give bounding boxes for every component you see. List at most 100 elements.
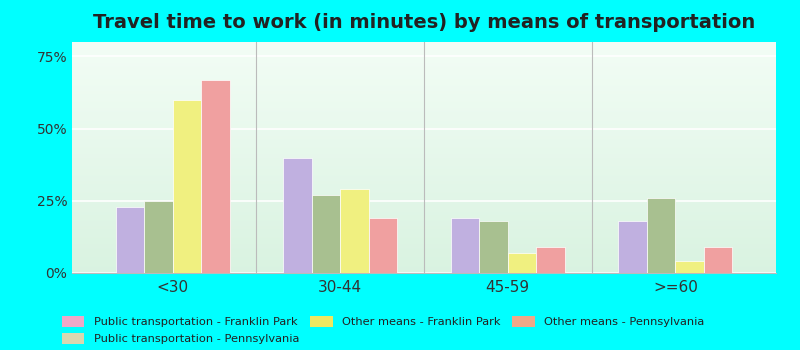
- Bar: [72, 173, 776, 174]
- Bar: [72, 103, 776, 104]
- Bar: [72, 117, 776, 118]
- Bar: [72, 92, 776, 93]
- Bar: [72, 206, 776, 207]
- Bar: [72, 174, 776, 175]
- Bar: [72, 176, 776, 177]
- Bar: [72, 198, 776, 199]
- Bar: [72, 169, 776, 170]
- Bar: [201, 79, 230, 273]
- Bar: [72, 262, 776, 264]
- Bar: [72, 114, 776, 115]
- Bar: [72, 252, 776, 253]
- Bar: [72, 256, 776, 257]
- Bar: [72, 266, 776, 267]
- Bar: [72, 242, 776, 243]
- Bar: [72, 223, 776, 224]
- Bar: [72, 122, 776, 123]
- Bar: [72, 146, 776, 147]
- Title: Travel time to work (in minutes) by means of transportation: Travel time to work (in minutes) by mean…: [93, 13, 755, 32]
- Bar: [72, 94, 776, 95]
- Bar: [72, 208, 776, 209]
- Bar: [72, 272, 776, 273]
- Bar: [72, 59, 776, 61]
- Bar: [173, 100, 201, 273]
- Bar: [72, 97, 776, 99]
- Bar: [72, 168, 776, 169]
- Bar: [72, 253, 776, 254]
- Bar: [72, 111, 776, 112]
- Bar: [72, 249, 776, 250]
- Bar: [369, 218, 397, 273]
- Bar: [72, 43, 776, 44]
- Bar: [72, 177, 776, 178]
- Bar: [72, 88, 776, 89]
- Bar: [72, 52, 776, 54]
- Bar: [72, 175, 776, 176]
- Bar: [72, 213, 776, 214]
- Bar: [72, 241, 776, 242]
- Bar: [72, 220, 776, 221]
- Bar: [72, 197, 776, 198]
- Bar: [72, 203, 776, 204]
- Bar: [72, 211, 776, 212]
- Bar: [72, 83, 776, 84]
- Bar: [72, 102, 776, 103]
- Bar: [72, 54, 776, 55]
- Bar: [72, 166, 776, 167]
- Bar: [72, 73, 776, 74]
- Bar: [72, 84, 776, 85]
- Bar: [508, 253, 536, 273]
- Bar: [72, 71, 776, 72]
- Bar: [72, 77, 776, 78]
- Bar: [72, 153, 776, 154]
- Bar: [72, 259, 776, 260]
- Bar: [340, 189, 369, 273]
- Bar: [72, 180, 776, 181]
- Bar: [72, 64, 776, 65]
- Bar: [72, 254, 776, 256]
- Bar: [72, 257, 776, 258]
- Bar: [72, 109, 776, 110]
- Bar: [72, 118, 776, 119]
- Bar: [72, 245, 776, 246]
- Bar: [72, 264, 776, 265]
- Bar: [72, 76, 776, 77]
- Bar: [72, 234, 776, 235]
- Bar: [72, 89, 776, 91]
- Bar: [72, 137, 776, 138]
- Bar: [72, 205, 776, 206]
- Bar: [72, 244, 776, 245]
- Bar: [72, 231, 776, 233]
- Bar: [72, 42, 776, 43]
- Bar: [283, 158, 312, 273]
- Bar: [72, 63, 776, 64]
- Bar: [479, 221, 508, 273]
- Bar: [72, 183, 776, 184]
- Bar: [72, 132, 776, 133]
- Bar: [72, 80, 776, 81]
- Bar: [72, 104, 776, 106]
- Bar: [72, 214, 776, 215]
- Bar: [72, 159, 776, 160]
- Bar: [72, 139, 776, 140]
- Bar: [72, 125, 776, 126]
- Bar: [72, 135, 776, 137]
- Bar: [72, 235, 776, 236]
- Bar: [72, 164, 776, 166]
- Bar: [72, 101, 776, 102]
- Bar: [72, 51, 776, 52]
- Bar: [72, 100, 776, 101]
- Bar: [72, 224, 776, 226]
- Bar: [72, 57, 776, 58]
- Bar: [72, 120, 776, 122]
- Bar: [72, 239, 776, 241]
- Bar: [72, 172, 776, 173]
- Bar: [72, 74, 776, 76]
- Bar: [72, 229, 776, 230]
- Bar: [72, 227, 776, 228]
- Bar: [72, 178, 776, 180]
- Bar: [72, 148, 776, 149]
- Bar: [72, 188, 776, 189]
- Bar: [72, 72, 776, 73]
- Bar: [72, 226, 776, 227]
